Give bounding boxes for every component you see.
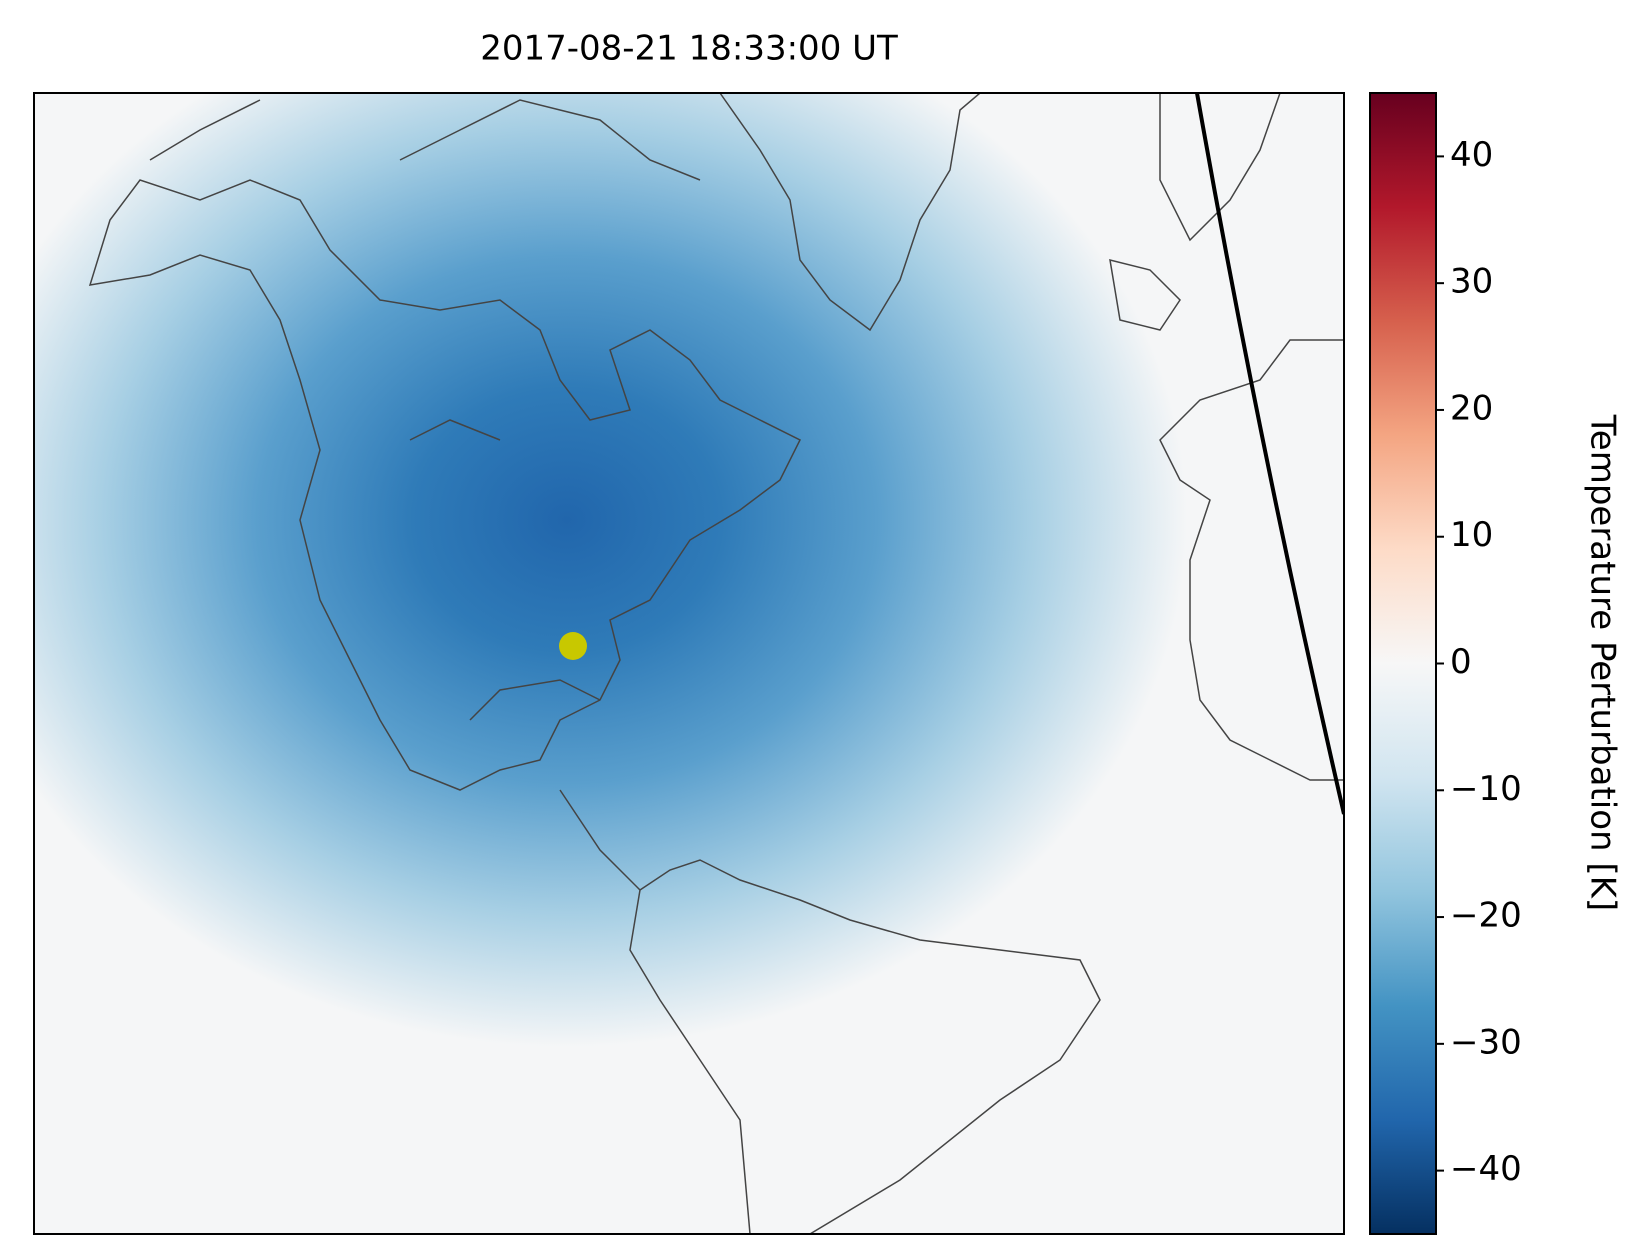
perturbation-field: [34, 93, 1207, 1080]
colorbar: −40 −30 −20 −10 0 10 20 30 40: [1369, 92, 1522, 1235]
colorbar-tick-label: 40: [1450, 135, 1493, 175]
colorbar-tick-label: −30: [1450, 1022, 1522, 1062]
colorbar-tick-label: −20: [1450, 896, 1522, 936]
coastline: [469, 679, 1101, 1234]
colorbar-tick-label: 20: [1450, 388, 1493, 428]
colorbar-tick-label: 30: [1450, 262, 1493, 302]
colorbar-label: Temperature Perturbation [K]: [1583, 414, 1623, 911]
colorbar-tick-label: 0: [1450, 642, 1472, 682]
map: [34, 93, 1344, 1234]
map-frame: [33, 92, 1345, 1235]
coastline: [88, 179, 802, 791]
coastline: [149, 99, 701, 441]
terminator: [1195, 93, 1344, 815]
observer-location: [559, 632, 587, 660]
colorbar-gradient: [1369, 92, 1437, 1235]
colorbar-tick-label: −40: [1450, 1149, 1522, 1189]
colorbar-tick-label: 10: [1450, 515, 1493, 555]
map-title: 2017-08-21 18:33:00 UT: [480, 29, 898, 69]
colorbar-tick-label: −10: [1450, 769, 1522, 809]
coastline: [719, 93, 981, 332]
